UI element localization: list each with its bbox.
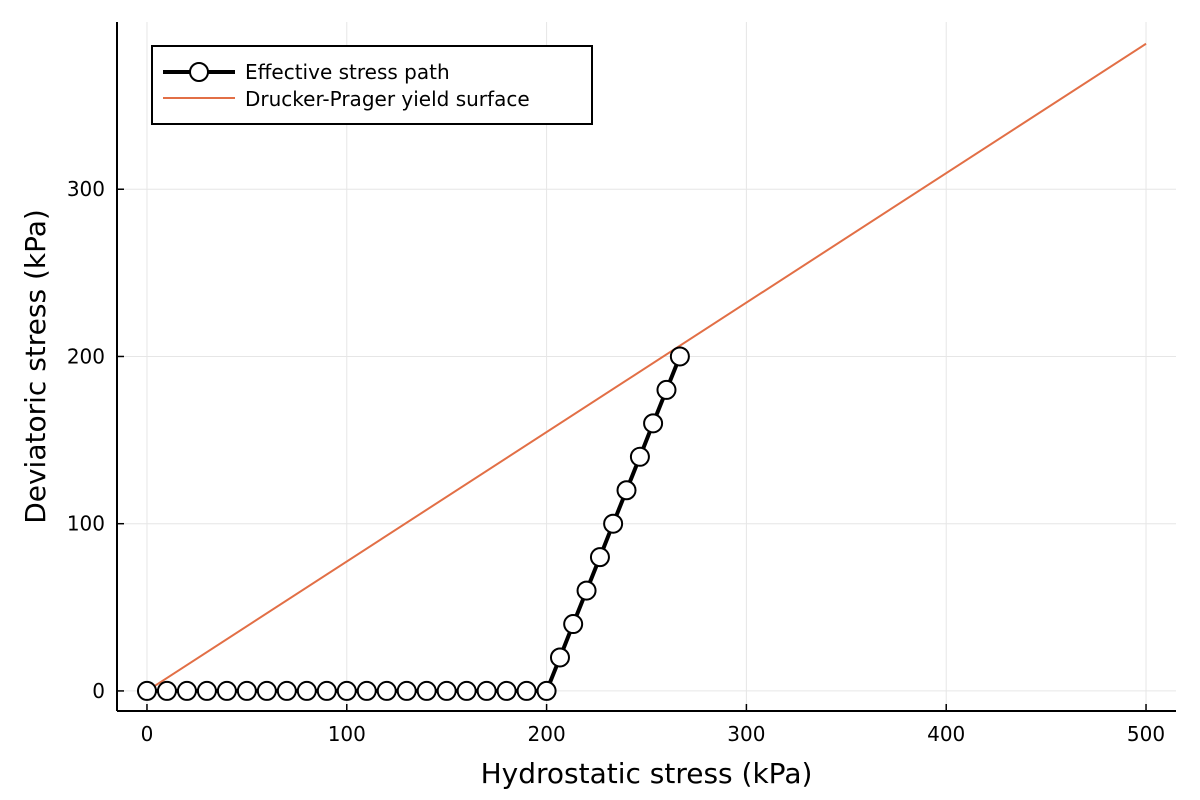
data-point-effective-stress-path <box>603 513 624 534</box>
data-point-effective-stress-path <box>563 614 584 635</box>
data-point-effective-stress-path <box>336 680 357 701</box>
x-tick-label: 500 <box>1127 722 1165 746</box>
plot-area <box>136 42 1147 701</box>
data-point-effective-stress-path <box>396 680 417 701</box>
data-point-effective-stress-path <box>296 680 317 701</box>
data-point-effective-stress-path <box>156 680 177 701</box>
data-point-effective-stress-path <box>196 680 217 701</box>
data-point-effective-stress-path <box>589 547 610 568</box>
data-point-effective-stress-path <box>476 680 497 701</box>
data-point-effective-stress-path <box>256 680 277 701</box>
legend: Effective stress path Drucker-Prager yie… <box>151 45 593 125</box>
axes <box>116 22 1176 712</box>
x-tick-label: 400 <box>927 722 965 746</box>
x-tick-label: 100 <box>328 722 366 746</box>
data-point-effective-stress-path <box>416 680 437 701</box>
data-point-effective-stress-path <box>616 480 637 501</box>
y-tick-label: 200 <box>67 344 105 368</box>
data-point-effective-stress-path <box>236 680 257 701</box>
data-point-effective-stress-path <box>216 680 237 701</box>
data-point-effective-stress-path <box>656 379 677 400</box>
x-axis-title: Hydrostatic stress (kPa) <box>481 757 813 790</box>
y-tick-label: 100 <box>67 512 105 536</box>
data-point-effective-stress-path <box>549 647 570 668</box>
data-point-effective-stress-path <box>536 680 557 701</box>
data-point-effective-stress-path <box>496 680 517 701</box>
data-point-effective-stress-path <box>436 680 457 701</box>
data-point-effective-stress-path <box>669 346 690 367</box>
legend-box <box>151 45 593 125</box>
data-point-effective-stress-path <box>576 580 597 601</box>
data-point-effective-stress-path <box>356 680 377 701</box>
y-tick-label: 0 <box>92 679 105 703</box>
x-tick-label: 200 <box>528 722 566 746</box>
y-axis-title: Deviatoric stress (kPa) <box>19 209 52 524</box>
data-point-effective-stress-path <box>376 680 397 701</box>
data-point-effective-stress-path <box>629 446 650 467</box>
data-point-effective-stress-path <box>136 680 157 701</box>
y-tick-label: 300 <box>67 177 105 201</box>
ticks: 0 100 200 300 400 500 0 100 200 300 <box>67 177 1165 746</box>
data-point-effective-stress-path <box>316 680 337 701</box>
legend-marker-effective-stress-path <box>189 62 209 82</box>
data-point-effective-stress-path <box>176 680 197 701</box>
legend-label-effective-stress-path: Effective stress path <box>245 60 450 84</box>
series-line-drucker-prager-yield-surface <box>146 42 1147 692</box>
legend-label-drucker-prager-yield-surface: Drucker-Prager yield surface <box>245 87 530 111</box>
x-tick-label: 0 <box>141 722 154 746</box>
data-point-effective-stress-path <box>276 680 297 701</box>
data-point-effective-stress-path <box>643 413 664 434</box>
data-point-effective-stress-path <box>456 680 477 701</box>
data-point-effective-stress-path <box>516 680 537 701</box>
x-tick-label: 300 <box>727 722 765 746</box>
